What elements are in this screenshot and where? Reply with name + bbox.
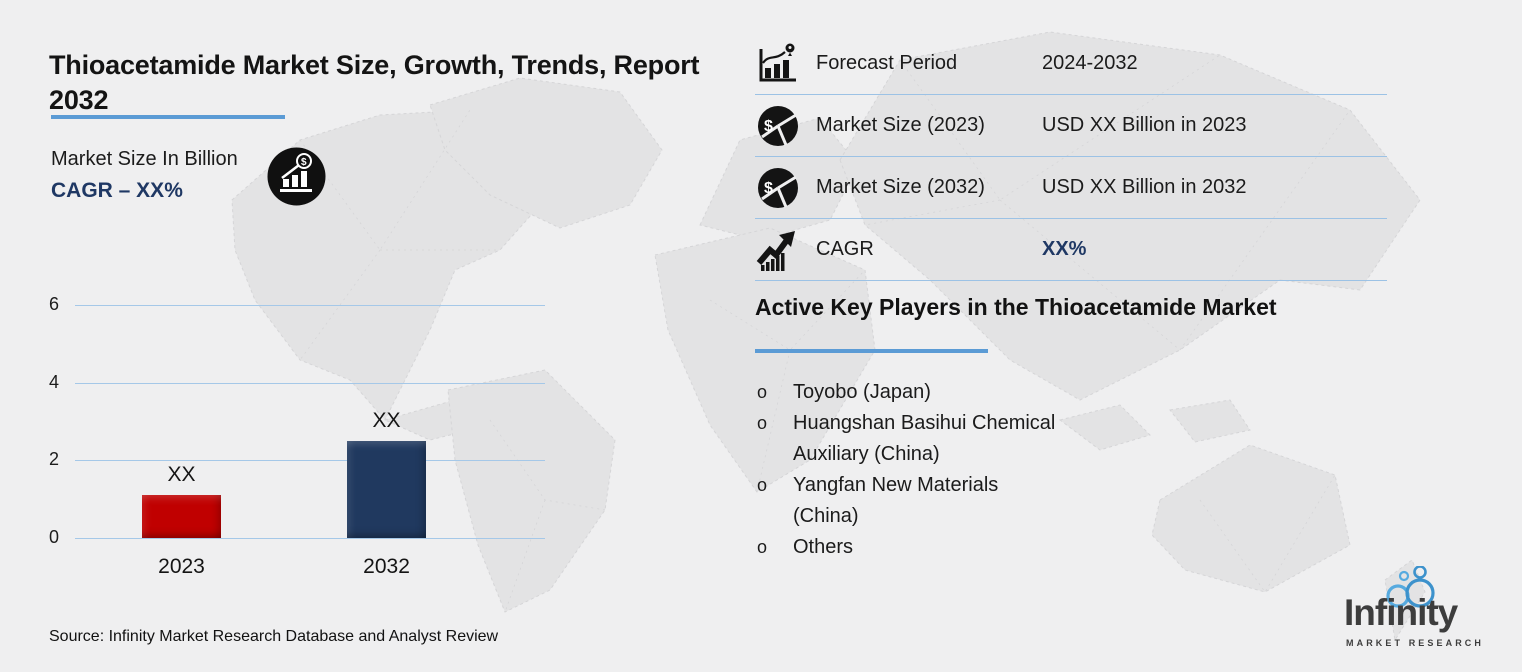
bar-value-label: XX: [167, 463, 196, 487]
list-item: o Toyobo (Japan): [757, 377, 1087, 408]
svg-text:$: $: [301, 157, 307, 168]
stat-value-cagr: XX%: [1042, 238, 1087, 260]
stat-label: Forecast Period: [816, 52, 958, 74]
gridline: [75, 460, 545, 462]
list-bullet: o: [757, 382, 768, 402]
gridline: [75, 538, 545, 539]
pie-dollar-icon: $: [758, 167, 798, 208]
list-item: o Yangfan New Materials (China): [757, 470, 1087, 532]
bar-value-label: XX: [372, 408, 401, 432]
logo-tagline: MARKET RESEARCH: [1346, 638, 1485, 648]
bar-chart: 0 2 4 6 XX 2023 XX 2032: [45, 293, 557, 593]
y-axis-tick: 2: [49, 449, 60, 470]
money-growth-circle-icon: $: [267, 147, 326, 206]
stat-row-cagr: CAGR XX%: [755, 219, 1387, 281]
player-name: Others: [793, 536, 854, 558]
logo-name: Infinity: [1344, 592, 1458, 633]
x-axis-label: 2023: [158, 555, 205, 578]
stats-panel: Forecast Period 2024-2032 $ Market Size …: [755, 33, 1387, 281]
stat-value: USD XX Billion in 2032: [1042, 176, 1247, 198]
infinity-market-research-logo: Infinity MARKET RESEARCH: [1340, 566, 1490, 666]
stat-row-market-size-2032: $ Market Size (2032) USD XX Billion in 2…: [755, 157, 1387, 219]
title-underline: [51, 115, 285, 119]
infinity-icon: [1386, 566, 1435, 608]
key-players-heading: Active Key Players in the Thioacetamide …: [755, 294, 1277, 320]
list-bullet: o: [757, 413, 768, 433]
list-item: o Others: [757, 532, 1087, 563]
player-name: Huangshan Basihui Chemical Auxiliary (Ch…: [793, 412, 1056, 465]
stat-label: CAGR: [816, 238, 874, 260]
bar-2032: [347, 440, 427, 538]
stat-row-forecast-period: Forecast Period 2024-2032: [755, 33, 1387, 95]
chart-plot: 0 2 4 6 XX 2023 XX 2032: [49, 294, 545, 578]
stat-label: Market Size (2032): [816, 176, 985, 198]
bar-2023: [142, 495, 221, 538]
gridline: [75, 382, 545, 384]
list-bullet: o: [757, 537, 768, 557]
y-axis-tick: 4: [49, 371, 60, 392]
y-axis-tick: 0: [49, 527, 60, 547]
player-name: Toyobo (Japan): [793, 381, 931, 403]
x-axis-label: 2032: [363, 555, 410, 578]
list-item: o Huangshan Basihui Chemical Auxiliary (…: [757, 408, 1087, 470]
pie-dollar-icon: $: [758, 105, 798, 146]
growth-arrow-icon: [756, 230, 795, 271]
y-axis-tick: 6: [49, 294, 60, 314]
key-players-underline: [755, 349, 988, 353]
svg-text:$: $: [764, 118, 773, 135]
svg-text:$: $: [764, 180, 773, 197]
gridline: [75, 305, 545, 306]
list-bullet: o: [757, 475, 768, 495]
stat-row-market-size-2023: $ Market Size (2023) USD XX Billion in 2…: [755, 95, 1387, 157]
key-players-list: o Toyobo (Japan) o Huangshan Basihui Che…: [757, 377, 1087, 563]
forecast-chart-pin-icon: [759, 43, 796, 81]
stat-value: 2024-2032: [1042, 52, 1138, 74]
source-text: Source: Infinity Market Research Databas…: [49, 628, 499, 645]
player-name: Yangfan New Materials (China): [793, 474, 999, 527]
page-title: Thioacetamide Market Size, Growth, Trend…: [49, 50, 700, 116]
cagr-note: CAGR – XX%: [51, 179, 183, 202]
stat-label: Market Size (2023): [816, 114, 985, 136]
chart-title: Market Size In Billion: [51, 148, 238, 170]
stat-value: USD XX Billion in 2023: [1042, 114, 1247, 136]
